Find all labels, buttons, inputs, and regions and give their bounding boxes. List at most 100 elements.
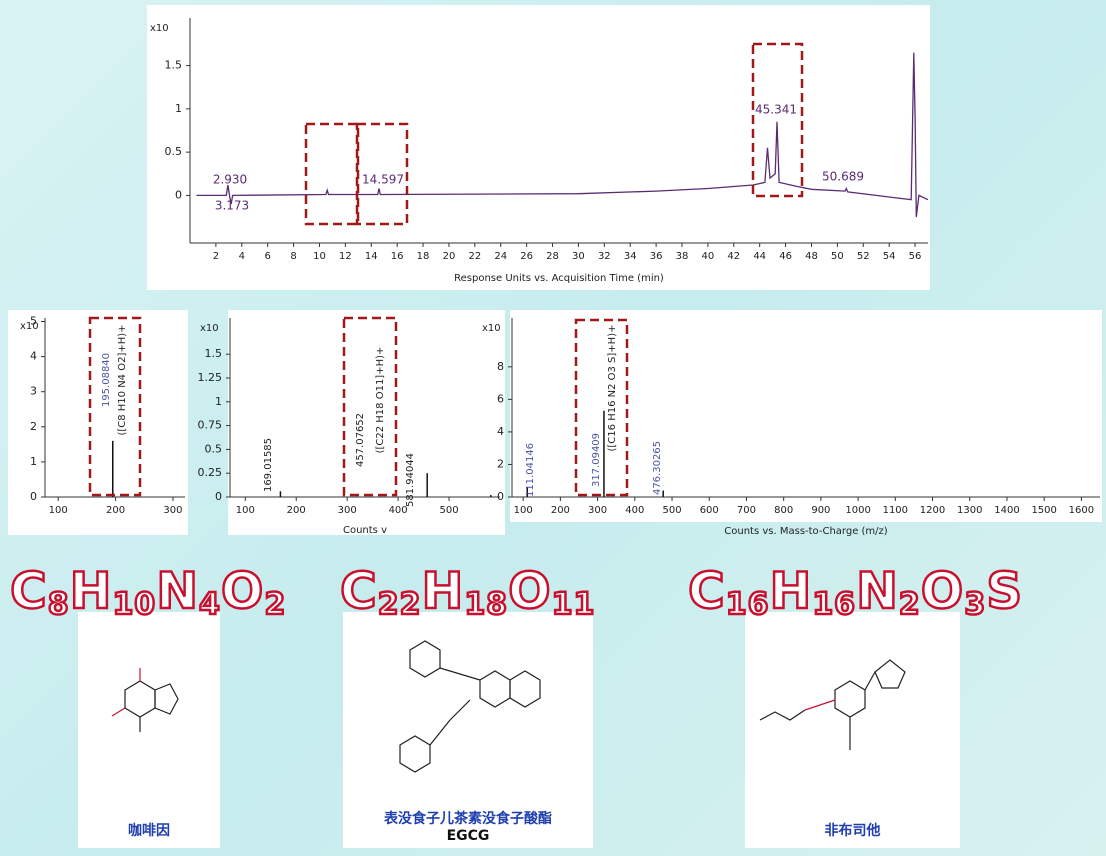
line (196, 52, 929, 218)
card (343, 612, 593, 848)
x-tick-label: 18 (417, 251, 430, 262)
y-tick-label: 0.5 (165, 145, 183, 158)
y-tick-label: 2 (30, 420, 37, 433)
y-tick-label: 1 (30, 455, 37, 468)
x-tick-label: 48 (805, 251, 818, 262)
highlight-box (88, 316, 142, 497)
y-tick-label: 1 (215, 395, 222, 408)
formula: C8H10N4O2 (9, 561, 287, 624)
x-tick-label: 800 (774, 505, 793, 516)
x-tick-label: 56 (909, 251, 922, 262)
x-tick-label: 30 (572, 251, 585, 262)
peak-label: 476.30265 (652, 441, 663, 495)
x-tick-label: 28 (546, 251, 559, 262)
x-tick-label: 1000 (845, 505, 870, 516)
x-tick-label: 100 (236, 505, 255, 516)
y-tick-label: 0 (497, 490, 504, 503)
x-axis-label: Counts vs. Mass-to-Charge (m/z) (724, 526, 888, 537)
x-tick-label: 24 (494, 251, 507, 262)
annotation: ([C22 H18 O11]+H)+ (375, 347, 386, 454)
x-tick-label: 900 (811, 505, 830, 516)
ring (154, 683, 179, 715)
peak-label: 169.01585 (263, 438, 274, 492)
x-tick-label: 40 (702, 251, 715, 262)
x-tick-label: 400 (625, 505, 644, 516)
x-tick-label: 34 (624, 251, 637, 262)
panel (510, 310, 1102, 522)
x-tick-label: 4 (239, 251, 245, 262)
x-tick-label: 26 (520, 251, 533, 262)
y-tick-label: 0 (30, 490, 37, 503)
compound-name: 表没食子儿茶素没食子酸酯 (384, 811, 552, 827)
ring (834, 680, 866, 718)
y-tick-label: 0.25 (198, 466, 223, 479)
x-tick-label: 700 (737, 505, 756, 516)
bond (111, 707, 126, 717)
y-tick-label: 3 (30, 385, 37, 398)
formula: C16H16N2O3S (687, 561, 1024, 624)
x-tick-label: 12 (339, 251, 352, 262)
y-axis-unit: x10 (200, 323, 219, 334)
bond (759, 709, 806, 721)
x-tick-label: 300 (588, 505, 607, 516)
ring (874, 659, 906, 689)
y-tick-label: 1.5 (205, 347, 223, 360)
card (745, 612, 960, 848)
bond (804, 699, 836, 711)
y-tick-label: 5 (30, 315, 37, 328)
x-tick-label: 1400 (994, 505, 1019, 516)
x-tick-label: 10 (313, 251, 326, 262)
y-tick-label: 0.5 (205, 442, 223, 455)
x-tick-label: 500 (662, 505, 681, 516)
annotation: ([C8 H10 N4 O2]+H)+ (117, 324, 128, 435)
x-tick-label: 6 (264, 251, 270, 262)
ring (509, 670, 541, 708)
x-tick-label: 36 (650, 251, 663, 262)
annotation: 45.341 (755, 103, 797, 117)
x-tick-label: 500 (440, 505, 459, 516)
y-tick-label: 1.25 (198, 371, 223, 384)
annotation: 3.173 (215, 199, 249, 213)
x-axis-label: Counts v (343, 525, 387, 536)
x-tick-label: 42 (727, 251, 740, 262)
x-tick-label: 54 (883, 251, 896, 262)
y-axis-unit: x10 (482, 323, 501, 334)
compound-abbreviation: EGCG (446, 828, 490, 844)
compound-cards (78, 612, 960, 848)
y-tick-label: 0.75 (198, 419, 223, 432)
highlight-box (751, 42, 804, 198)
bond (439, 667, 481, 681)
y-tick-label: 1 (175, 102, 182, 115)
charts: 00.511.52 4 6 8 10 12 14 16 18 20 22 24 26 28 30 32 34 36… (8, 5, 1102, 537)
y-tick-label: 2 (497, 457, 504, 470)
highlight-box (304, 122, 360, 226)
peak-label: 317.09409 (591, 433, 602, 487)
x-axis-label: Response Units vs. Acquisition Time (min… (454, 273, 664, 284)
y-axis-unit: x10 (150, 23, 169, 34)
card (78, 612, 220, 848)
peak-label: 195.08840 (101, 353, 112, 407)
x-tick-label: 52 (857, 251, 870, 262)
panel (228, 310, 505, 535)
x-tick-label: 1100 (883, 505, 908, 516)
x-tick-label: 300 (163, 505, 182, 516)
y-tick-label: 4 (30, 350, 37, 363)
peak-label: 581.94044 (405, 453, 416, 507)
x-tick-label: 32 (598, 251, 611, 262)
x-tick-label: 1600 (1069, 505, 1094, 516)
x-tick-label: 200 (551, 505, 570, 516)
x-tick-label: 1200 (920, 505, 945, 516)
x-tick-label: 200 (287, 505, 306, 516)
y-tick-label: 4 (497, 425, 504, 438)
x-tick-label: 8 (290, 251, 296, 262)
annotation: 2.930 (213, 173, 247, 187)
x-tick-label: 100 (514, 505, 533, 516)
formula: C22H18O11 (339, 561, 596, 624)
panel (147, 5, 930, 290)
structures (111, 640, 906, 773)
x-tick-label: 100 (49, 505, 68, 516)
y-tick-label: 1.5 (165, 59, 183, 72)
compound-name: 咖啡因 (128, 823, 170, 839)
highlight-box (574, 318, 629, 497)
